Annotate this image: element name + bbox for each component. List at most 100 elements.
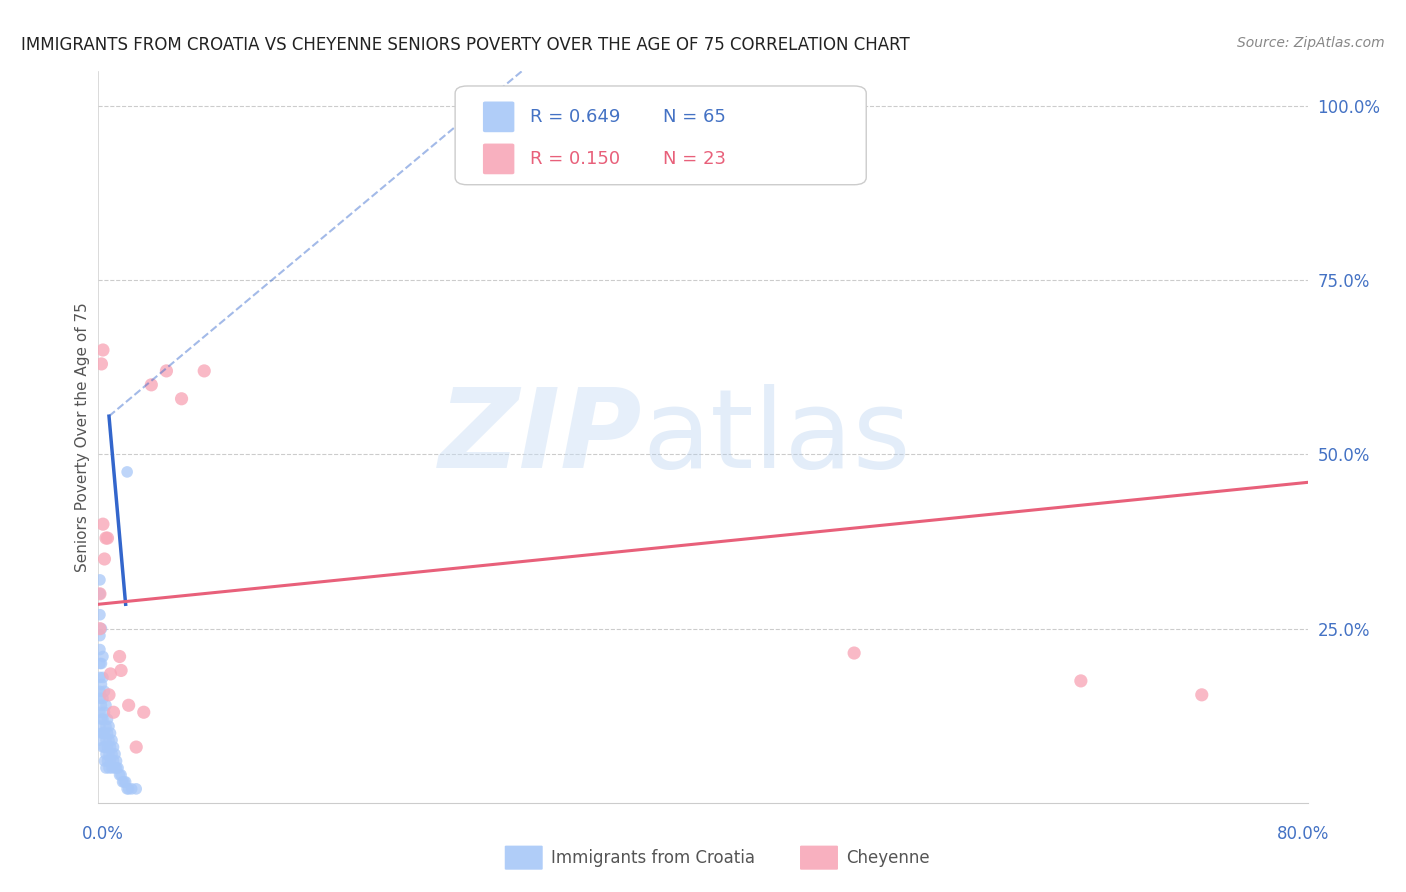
Point [91,670,114,684]
Point [101,747,124,761]
Text: 80.0%: 80.0% [1277,825,1330,843]
Point [89,587,111,601]
Point [104,761,127,775]
Text: Cheyenne: Cheyenne [846,849,929,867]
Point [91,712,114,726]
Point [112,775,135,789]
Point [90,677,112,691]
Point [107,761,129,775]
Point [94,698,117,713]
Point [98,719,121,733]
FancyBboxPatch shape [482,144,515,174]
Point [100,754,122,768]
Point [844,646,866,660]
Point [91,343,114,357]
Point [96,740,118,755]
Point [96,712,118,726]
Point [125,781,148,796]
Point [108,768,131,782]
Point [121,781,143,796]
Point [93,740,115,755]
Text: IMMIGRANTS FROM CROATIA VS CHEYENNE SENIORS POVERTY OVER THE AGE OF 75 CORRELATI: IMMIGRANTS FROM CROATIA VS CHEYENNE SENI… [21,36,910,54]
Point [103,754,125,768]
Point [94,747,117,761]
Y-axis label: Seniors Poverty Over the Age of 75: Seniors Poverty Over the Age of 75 [75,302,90,572]
Point [94,761,117,775]
Point [115,465,138,479]
Text: R = 0.649: R = 0.649 [530,108,620,126]
Point [89,622,111,636]
Point [170,392,193,406]
Point [96,531,118,545]
Point [94,719,117,733]
FancyBboxPatch shape [482,102,515,132]
Point [91,649,114,664]
Text: R = 0.150: R = 0.150 [530,150,620,168]
Point [155,364,177,378]
Point [93,705,115,719]
Point [93,684,115,698]
Point [91,726,114,740]
Point [91,691,114,706]
Point [89,684,111,698]
Text: atlas: atlas [643,384,911,491]
Point [89,657,111,671]
Point [96,754,118,768]
Point [93,754,115,768]
Point [132,705,155,719]
Point [93,726,115,740]
Point [98,733,121,747]
Text: Source: ZipAtlas.com: Source: ZipAtlas.com [1237,36,1385,50]
Point [90,712,112,726]
Point [90,622,112,636]
Point [193,364,215,378]
Text: N = 23: N = 23 [664,150,725,168]
Point [100,667,122,681]
Point [110,664,132,678]
Point [93,552,115,566]
Point [94,733,117,747]
Point [105,754,128,768]
Point [89,642,111,657]
Point [89,607,111,622]
Point [110,768,132,782]
Point [1070,673,1092,688]
Point [89,733,111,747]
Point [90,726,112,740]
Point [91,740,114,755]
Point [98,688,121,702]
Point [89,587,111,601]
Point [118,781,141,796]
Point [89,573,111,587]
Point [101,761,124,775]
Point [114,775,136,789]
Point [105,761,128,775]
Point [90,357,112,371]
Text: 0.0%: 0.0% [82,825,124,843]
Point [89,691,111,706]
Point [111,775,134,789]
Point [98,761,121,775]
Point [104,747,127,761]
Point [100,740,122,755]
Point [89,719,111,733]
Point [89,629,111,643]
Text: Immigrants from Croatia: Immigrants from Croatia [551,849,755,867]
Point [91,517,114,532]
Point [90,657,112,671]
Point [103,740,125,755]
Text: ZIP: ZIP [439,384,643,491]
Point [125,740,148,755]
Point [108,649,131,664]
Point [1191,688,1213,702]
Point [96,726,118,740]
Point [118,698,141,713]
Point [90,698,112,713]
Point [94,531,117,545]
FancyBboxPatch shape [456,86,866,185]
Text: N = 65: N = 65 [664,108,725,126]
Point [141,377,163,392]
Point [103,705,125,719]
Point [101,733,124,747]
Point [100,726,122,740]
